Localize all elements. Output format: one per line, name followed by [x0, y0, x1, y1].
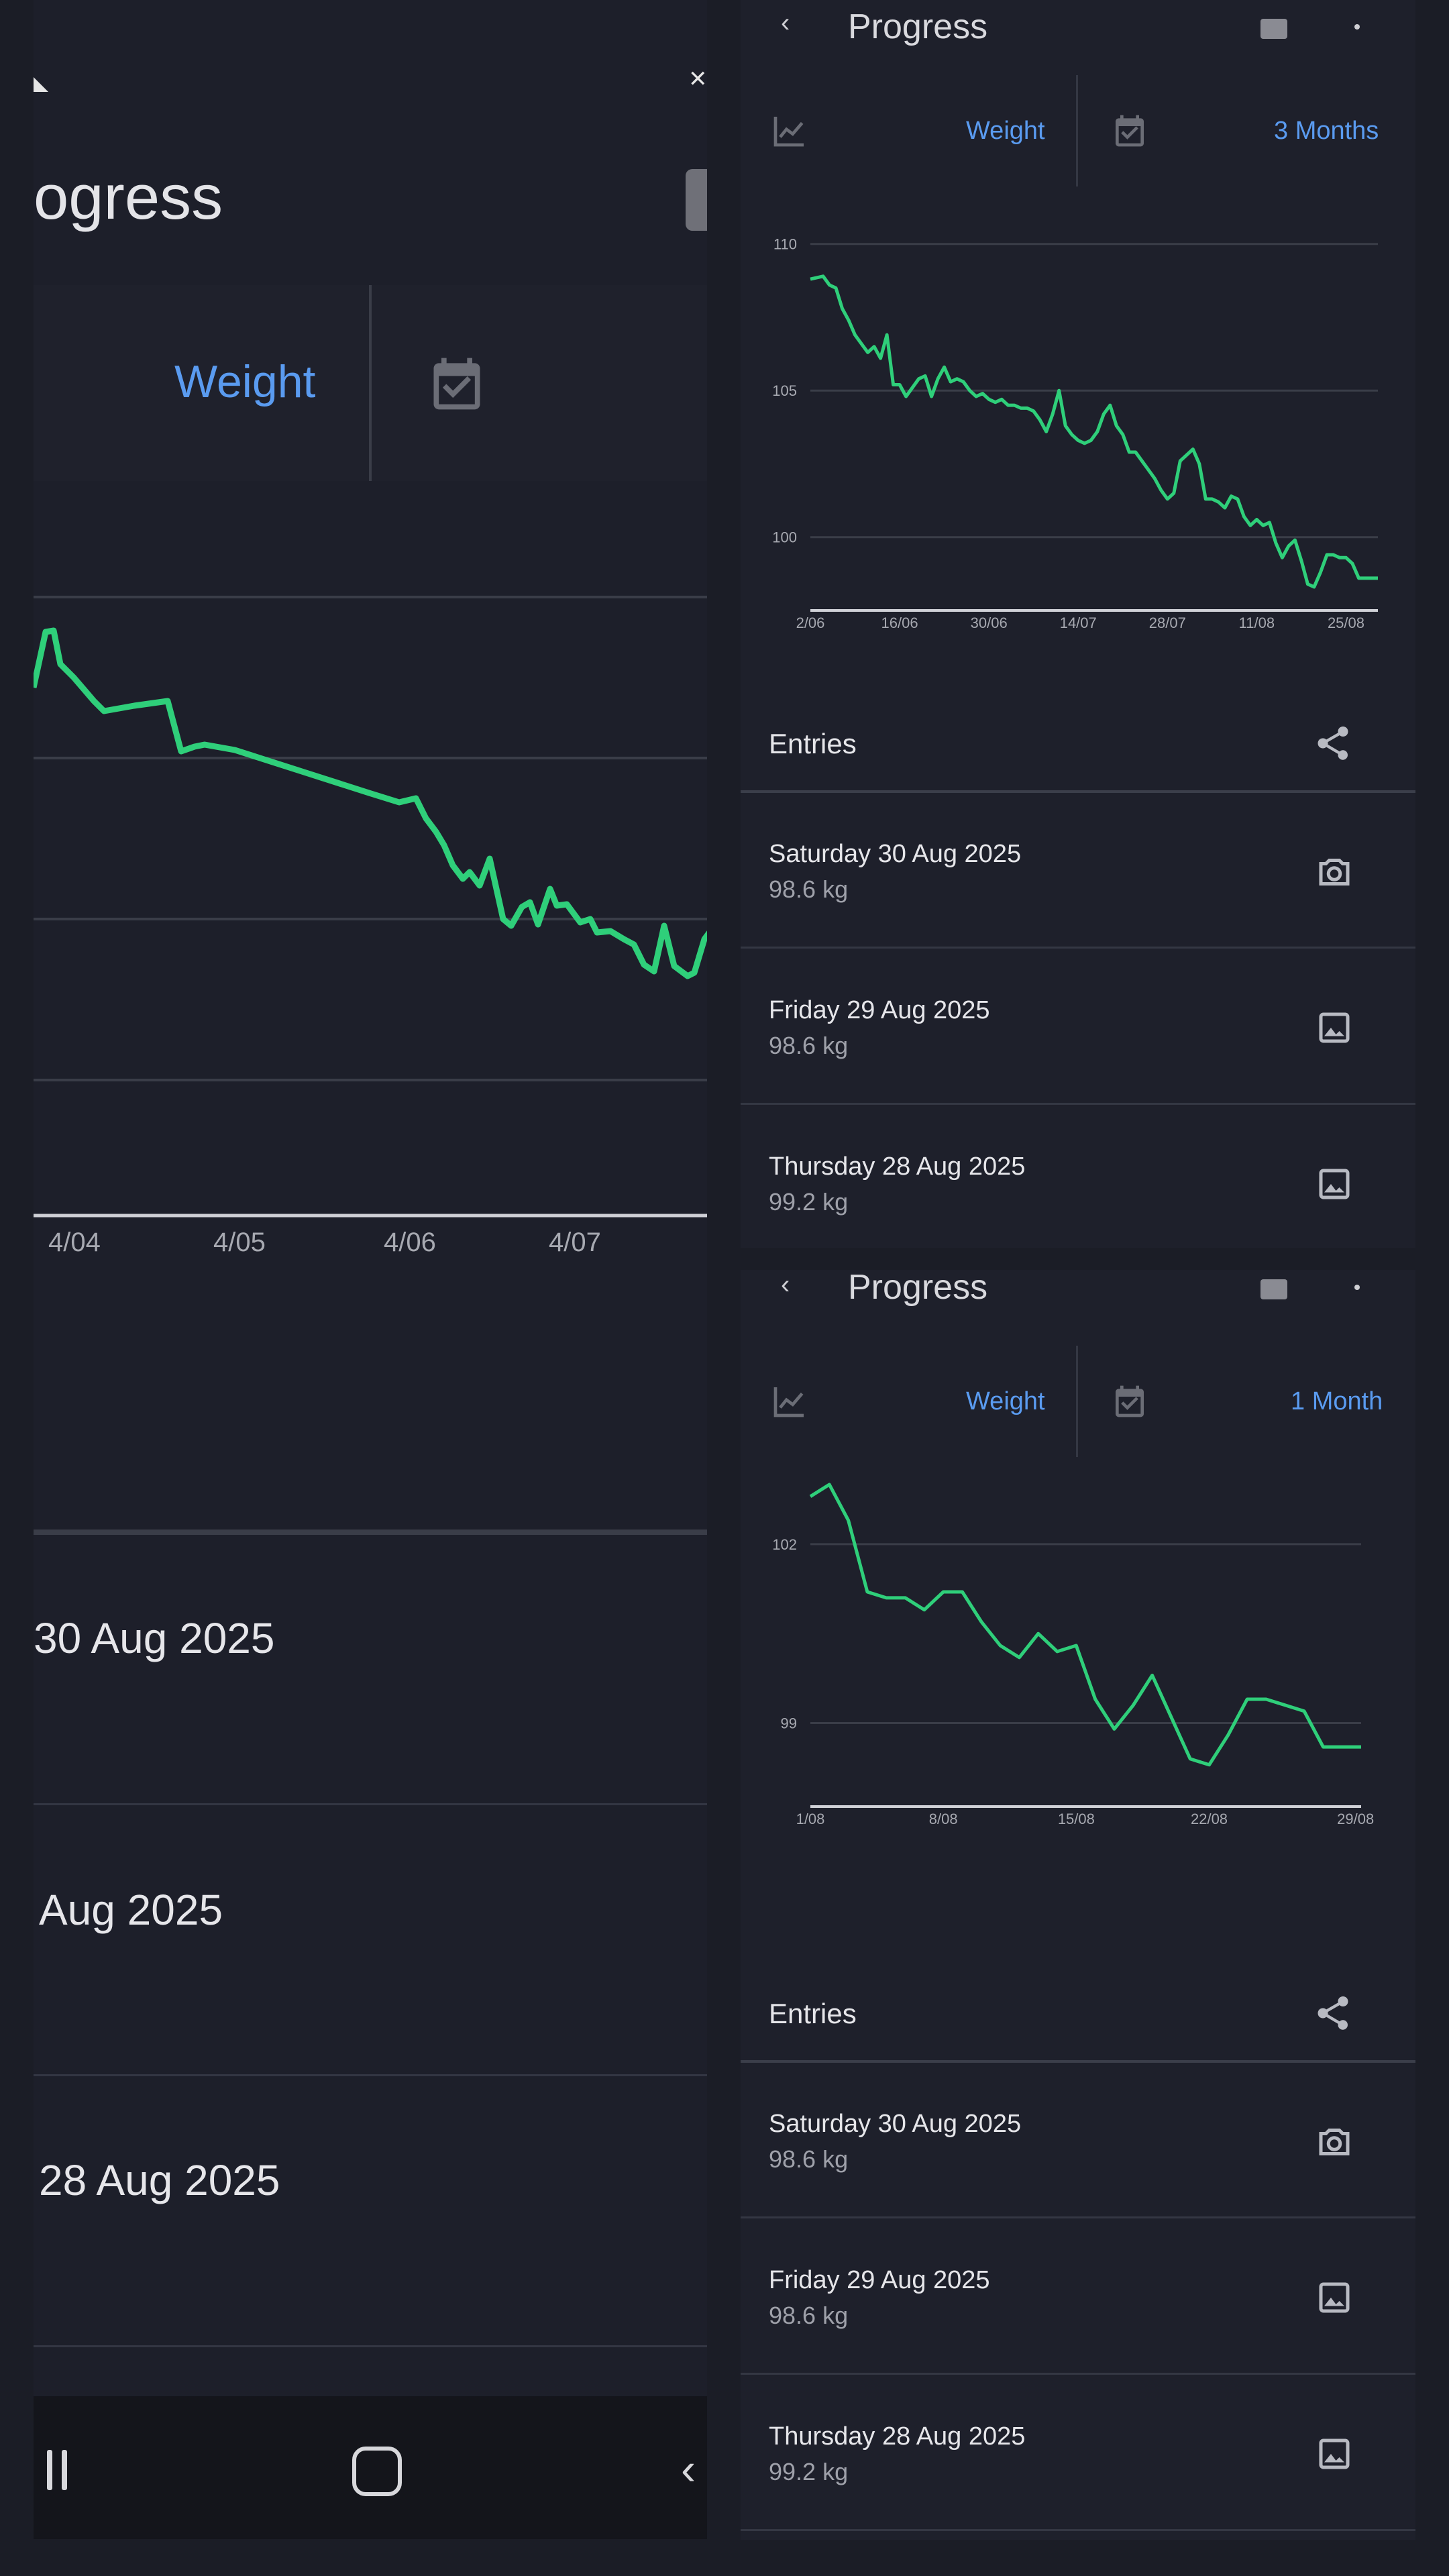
entry-value: 99.2 kg: [769, 2458, 849, 2485]
weight-chart-zoomed: 4/04 4/05 4/06 4/07: [34, 596, 707, 1257]
x-tick-label: 4/06: [384, 1228, 436, 1257]
progress-3-months-panel: ‹ Progress Weight 3 Months 110 105 100 2/06…: [741, 0, 1415, 1248]
gallery-icon[interactable]: [1260, 19, 1287, 39]
metric-label[interactable]: Weight: [174, 356, 316, 407]
weight-series-line: [34, 627, 707, 979]
x-tick-label: 25/08: [1328, 614, 1364, 631]
entries-header: Entries: [769, 1998, 857, 2029]
entry-day: Friday 29 Aug 2025: [769, 2266, 990, 2294]
list-divider: [741, 790, 1415, 793]
x-tick-label: 11/08: [1239, 614, 1275, 631]
x-tick-label: 16/06: [881, 614, 918, 631]
x-tick-label: 22/08: [1191, 1811, 1228, 1827]
list-divider: [741, 2060, 1415, 2063]
recents-icon-bar: [62, 2450, 67, 2490]
calendar-icon[interactable]: [426, 351, 488, 417]
list-divider: [34, 1529, 707, 1535]
row-divider: [741, 2373, 1415, 2375]
entry-date: Aug 2025: [39, 1886, 223, 1934]
row-divider: [34, 2345, 707, 2347]
x-tick-label: 4/05: [213, 1228, 266, 1257]
camera-icon[interactable]: [1314, 2122, 1354, 2162]
weight-series-line: [809, 1483, 1361, 1767]
row-divider: [741, 2216, 1415, 2218]
metric-label[interactable]: Weight: [966, 1387, 1045, 1415]
back-arrow-icon[interactable]: ‹: [781, 1270, 790, 1299]
divider: [1076, 1346, 1078, 1457]
progress-1-month-panel: ‹ Progress Weight 1 Month 102 99 1/08 8/08 1…: [741, 1270, 1415, 2540]
row-divider: [741, 947, 1415, 949]
y-tick-label: 110: [773, 236, 797, 253]
entry-value: 98.6 kg: [769, 2302, 849, 2329]
x-tick-label: 2/06: [796, 614, 825, 631]
x-tick-label: 4/04: [48, 1228, 101, 1257]
entry-day: Saturday 30 Aug 2025: [769, 2110, 1022, 2138]
x-tick-label: 28/07: [1149, 614, 1186, 631]
x-tick-label: 8/08: [929, 1811, 958, 1827]
entry-value: 98.6 kg: [769, 2145, 849, 2173]
x-tick-label: 14/07: [1060, 614, 1097, 631]
y-tick-label: 100: [772, 529, 797, 546]
entry-day: Friday 29 Aug 2025: [769, 996, 990, 1024]
more-options-icon[interactable]: [1354, 24, 1360, 30]
entry-day: Thursday 28 Aug 2025: [769, 1152, 1026, 1181]
page-title: ogress: [34, 162, 223, 232]
entry-value: 99.2 kg: [769, 1188, 849, 1216]
home-icon[interactable]: [352, 2447, 402, 2496]
x-tick-label: 4/07: [549, 1228, 601, 1257]
entry-day: Saturday 30 Aug 2025: [769, 840, 1022, 868]
back-arrow-icon[interactable]: ‹: [781, 8, 790, 38]
weight-chart-1-month: 102 99 1/08 8/08 15/08 22/08 29/08: [772, 1483, 1374, 1827]
weight-chart-3-months: 110 105 100 2/06 16/06 30/06 14/07 28/07 11/08 25…: [772, 236, 1378, 631]
entry-value: 98.6 kg: [769, 875, 849, 903]
zoomed-progress-panel: ✕ ogress Weight 4/04 4/05 4/06 4/07 30 A…: [34, 0, 707, 2539]
share-icon[interactable]: [1313, 1993, 1353, 2033]
mute-icon: ✕: [688, 66, 707, 92]
calendar-icon[interactable]: [1111, 112, 1148, 150]
entry-value: 98.6 kg: [769, 1032, 849, 1059]
weight-series-line: [810, 274, 1378, 589]
entries-header: Entries: [769, 728, 857, 759]
calendar-icon[interactable]: [1111, 1383, 1148, 1420]
share-icon[interactable]: [1313, 723, 1353, 763]
image-icon[interactable]: [1314, 2277, 1354, 2318]
page-title: Progress: [848, 7, 988, 46]
x-tick-label: 29/08: [1337, 1811, 1374, 1827]
camera-icon[interactable]: [1314, 852, 1354, 892]
entry-date: 30 Aug 2025: [34, 1614, 275, 1662]
chart-line-icon[interactable]: [771, 1383, 808, 1420]
system-nav-bar: ‹: [34, 2396, 707, 2539]
divider: [369, 285, 372, 481]
edit-button[interactable]: [686, 169, 707, 231]
metric-selector: Weight: [34, 285, 707, 481]
row-divider: [34, 2074, 707, 2076]
recents-icon[interactable]: [47, 2450, 52, 2490]
image-icon[interactable]: [1314, 2434, 1354, 2474]
range-selector[interactable]: 1 Month: [1291, 1387, 1383, 1415]
metric-selector: Weight 3 Months: [741, 75, 1415, 186]
y-tick-label: 105: [772, 382, 797, 399]
row-divider: [741, 2529, 1415, 2531]
image-icon[interactable]: [1314, 1008, 1354, 1048]
page-title: Progress: [848, 1270, 988, 1307]
back-icon[interactable]: ‹: [681, 2444, 696, 2493]
metric-selector: Weight 1 Month: [741, 1346, 1415, 1457]
metric-label[interactable]: Weight: [966, 117, 1045, 145]
row-divider: [34, 1803, 707, 1805]
row-divider: [741, 1103, 1415, 1105]
x-tick-label: 30/06: [971, 614, 1008, 631]
gallery-icon[interactable]: [1260, 1279, 1287, 1299]
signal-icon: [34, 77, 48, 92]
x-tick-label: 15/08: [1058, 1811, 1095, 1827]
more-options-icon[interactable]: [1354, 1285, 1360, 1290]
entry-day: Thursday 28 Aug 2025: [769, 2422, 1026, 2451]
y-tick-label: 99: [781, 1715, 797, 1732]
entry-date: 28 Aug 2025: [39, 2156, 280, 2204]
divider: [1076, 75, 1078, 186]
range-selector[interactable]: 3 Months: [1274, 117, 1379, 145]
image-icon[interactable]: [1314, 1164, 1354, 1204]
chart-line-icon[interactable]: [771, 112, 808, 150]
y-tick-label: 102: [772, 1536, 797, 1553]
x-tick-label: 1/08: [796, 1811, 825, 1827]
